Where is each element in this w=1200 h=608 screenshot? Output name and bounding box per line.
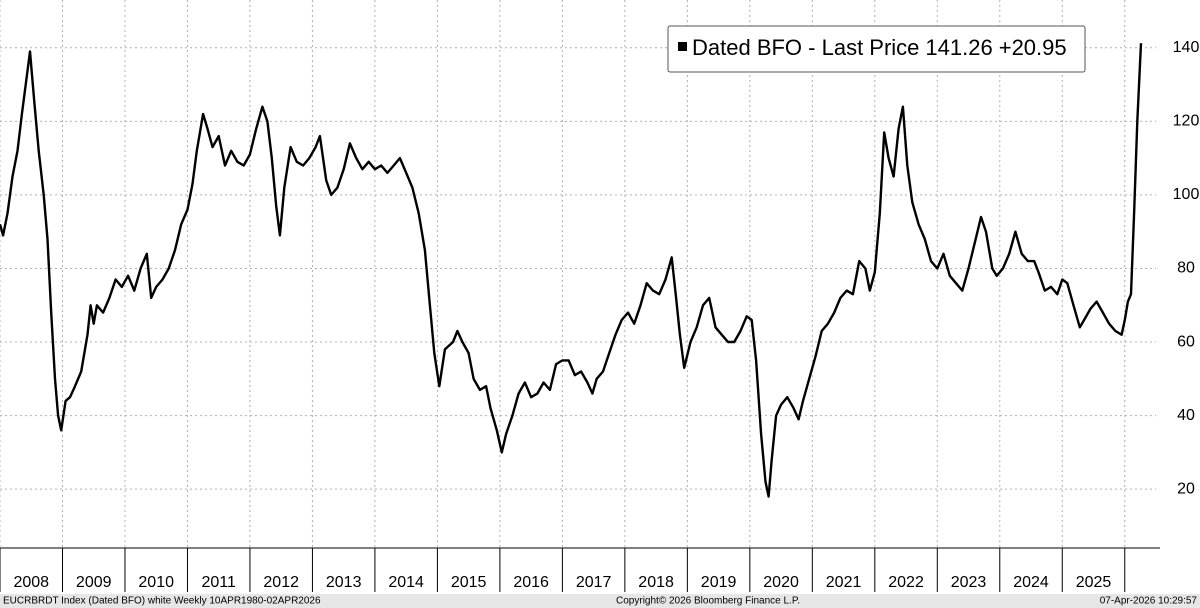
legend-value: 141.26 xyxy=(925,35,992,60)
y-tick-label: 40 xyxy=(1177,407,1195,424)
y-tick-label: 120 xyxy=(1173,113,1200,130)
x-tick-label: 2022 xyxy=(888,574,924,591)
x-tick-label: 2016 xyxy=(513,574,549,591)
x-tick-label: 2008 xyxy=(13,574,49,591)
x-tick-label: 2018 xyxy=(638,574,674,591)
x-tick-label: 2013 xyxy=(326,574,362,591)
price-line xyxy=(0,43,1143,498)
x-tick-label: 2017 xyxy=(576,574,612,591)
x-tick-label: 2014 xyxy=(388,574,424,591)
footer-bar xyxy=(0,594,1200,608)
x-tick-label: 2019 xyxy=(701,574,737,591)
x-tick-label: 2021 xyxy=(826,574,862,591)
x-tick-label: 2009 xyxy=(76,574,112,591)
legend-swatch xyxy=(678,42,687,51)
x-tick-label: 2024 xyxy=(1013,574,1049,591)
x-tick-label: 2023 xyxy=(951,574,987,591)
legend-text: Dated BFO - Last Price 141.26 +20.95 xyxy=(692,35,1067,60)
footer-center: Copyright© 2026 Bloomberg Finance L.P. xyxy=(616,596,800,607)
x-tick-label: 2025 xyxy=(1076,574,1112,591)
footer-right: 07-Apr-2026 10:29:57 xyxy=(1100,596,1198,607)
legend-change: +20.95 xyxy=(999,35,1067,60)
x-tick-label: 2020 xyxy=(763,574,799,591)
y-tick-label: 100 xyxy=(1173,186,1200,203)
legend-box xyxy=(667,25,1086,73)
y-tick-label: 20 xyxy=(1177,480,1195,497)
y-tick-label: 140 xyxy=(1173,39,1200,56)
y-tick-label: 80 xyxy=(1177,260,1195,277)
x-tick-label: 2015 xyxy=(451,574,487,591)
x-tick-label: 2012 xyxy=(263,574,299,591)
legend-name: Dated BFO - Last Price xyxy=(692,35,919,60)
x-tick-label: 2010 xyxy=(138,574,174,591)
y-tick-label: 60 xyxy=(1177,333,1195,350)
x-tick-label: 2011 xyxy=(201,574,236,591)
footer-left: EUCRBRDT Index (Dated BFO) white Weekly … xyxy=(3,596,321,607)
